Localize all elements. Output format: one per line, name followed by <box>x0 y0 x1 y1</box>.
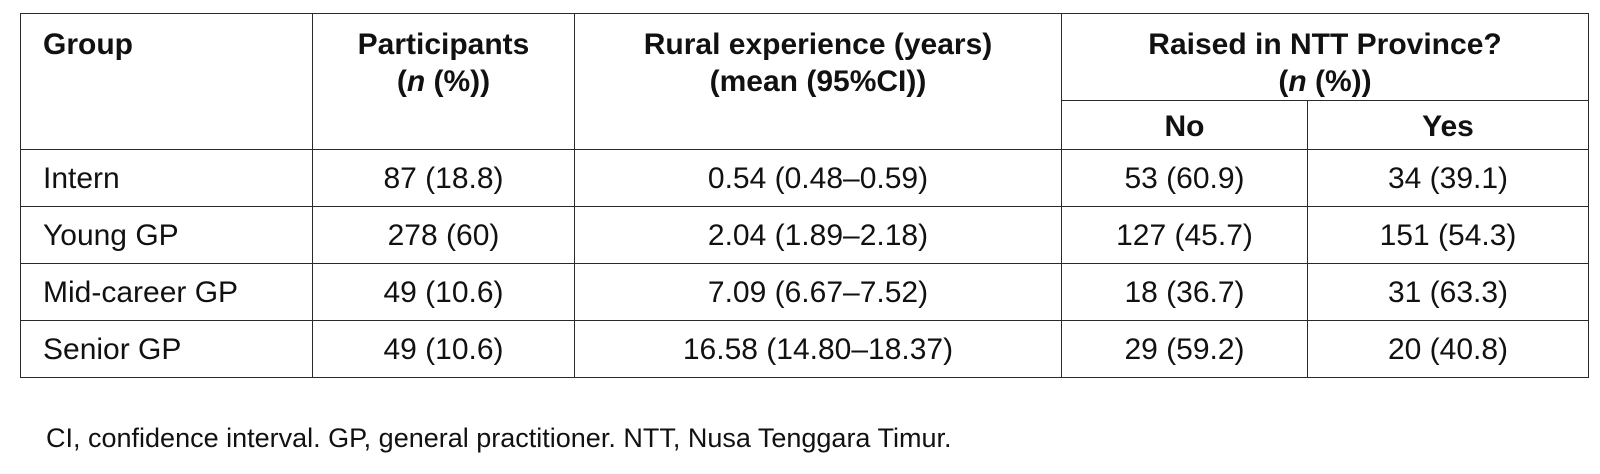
header-participants: Participants (n (%)) <box>312 13 575 150</box>
cell-rural-experience: 7.09 (6.67–7.52) <box>574 263 1062 321</box>
header-raised-unit: (n (%)) <box>1278 65 1372 98</box>
header-rural-label: Rural experience (years) <box>643 28 993 61</box>
header-rural-unit: (mean (95%CI)) <box>709 65 927 98</box>
header-participants-label: Participants <box>357 28 530 61</box>
data-table: Group Participants (n (%)) Rural experie… <box>20 13 1590 378</box>
cell-group: Senior GP <box>20 320 313 378</box>
header-row-1: Group Participants (n (%)) Rural experie… <box>20 13 1590 150</box>
cell-raised-no: 127 (45.7) <box>1061 206 1308 264</box>
table-row: Mid-career GP 49 (10.6) 7.09 (6.67–7.52)… <box>20 263 1590 321</box>
header-row-2: No Yes <box>21 100 1590 150</box>
cell-raised-no: 53 (60.9) <box>1061 149 1308 207</box>
cell-participants: 278 (60) <box>312 206 575 264</box>
header-raised-label: Raised in NTT Province? <box>1148 28 1502 61</box>
header-yes: Yes <box>1306 100 1590 150</box>
header-rural-experience: Rural experience (years) (mean (95%CI)) <box>574 13 1062 150</box>
cell-group: Mid-career GP <box>20 263 313 321</box>
header-no-label: No <box>1164 109 1205 143</box>
cell-rural-experience: 2.04 (1.89–2.18) <box>574 206 1062 264</box>
cell-raised-yes: 20 (40.8) <box>1306 320 1590 378</box>
header-group-label: Group <box>43 28 133 61</box>
cell-group: Intern <box>20 149 313 207</box>
header-yes-label: Yes <box>1422 109 1474 143</box>
header-no: No <box>1061 100 1308 150</box>
cell-raised-no: 29 (59.2) <box>1061 320 1308 378</box>
table-row: Intern 87 (18.8) 0.54 (0.48–0.59) 53 (60… <box>20 149 1590 207</box>
cell-group: Young GP <box>20 206 313 264</box>
cell-raised-yes: 31 (63.3) <box>1306 263 1590 321</box>
cell-participants: 49 (10.6) <box>312 320 575 378</box>
cell-raised-no: 18 (36.7) <box>1061 263 1308 321</box>
cell-rural-experience: 16.58 (14.80–18.37) <box>574 320 1062 378</box>
header-group: Group <box>20 13 313 150</box>
cell-raised-yes: 34 (39.1) <box>1306 149 1590 207</box>
header-raised-in-ntt: Raised in NTT Province? (n (%)) <box>1060 13 1590 101</box>
table-body: Intern 87 (18.8) 0.54 (0.48–0.59) 53 (60… <box>20 149 1590 378</box>
cell-participants: 49 (10.6) <box>312 263 575 321</box>
table-row: Young GP 278 (60) 2.04 (1.89–2.18) 127 (… <box>20 206 1590 264</box>
table-row: Senior GP 49 (10.6) 16.58 (14.80–18.37) … <box>20 320 1590 378</box>
cell-rural-experience: 0.54 (0.48–0.59) <box>574 149 1062 207</box>
cell-raised-yes: 151 (54.3) <box>1306 206 1590 264</box>
table-header: Group Participants (n (%)) Rural experie… <box>20 13 1590 150</box>
header-participants-unit: (n (%)) <box>396 65 491 98</box>
cell-participants: 87 (18.8) <box>312 149 575 207</box>
table-footnote: CI, confidence interval. GP, general pra… <box>46 423 952 453</box>
